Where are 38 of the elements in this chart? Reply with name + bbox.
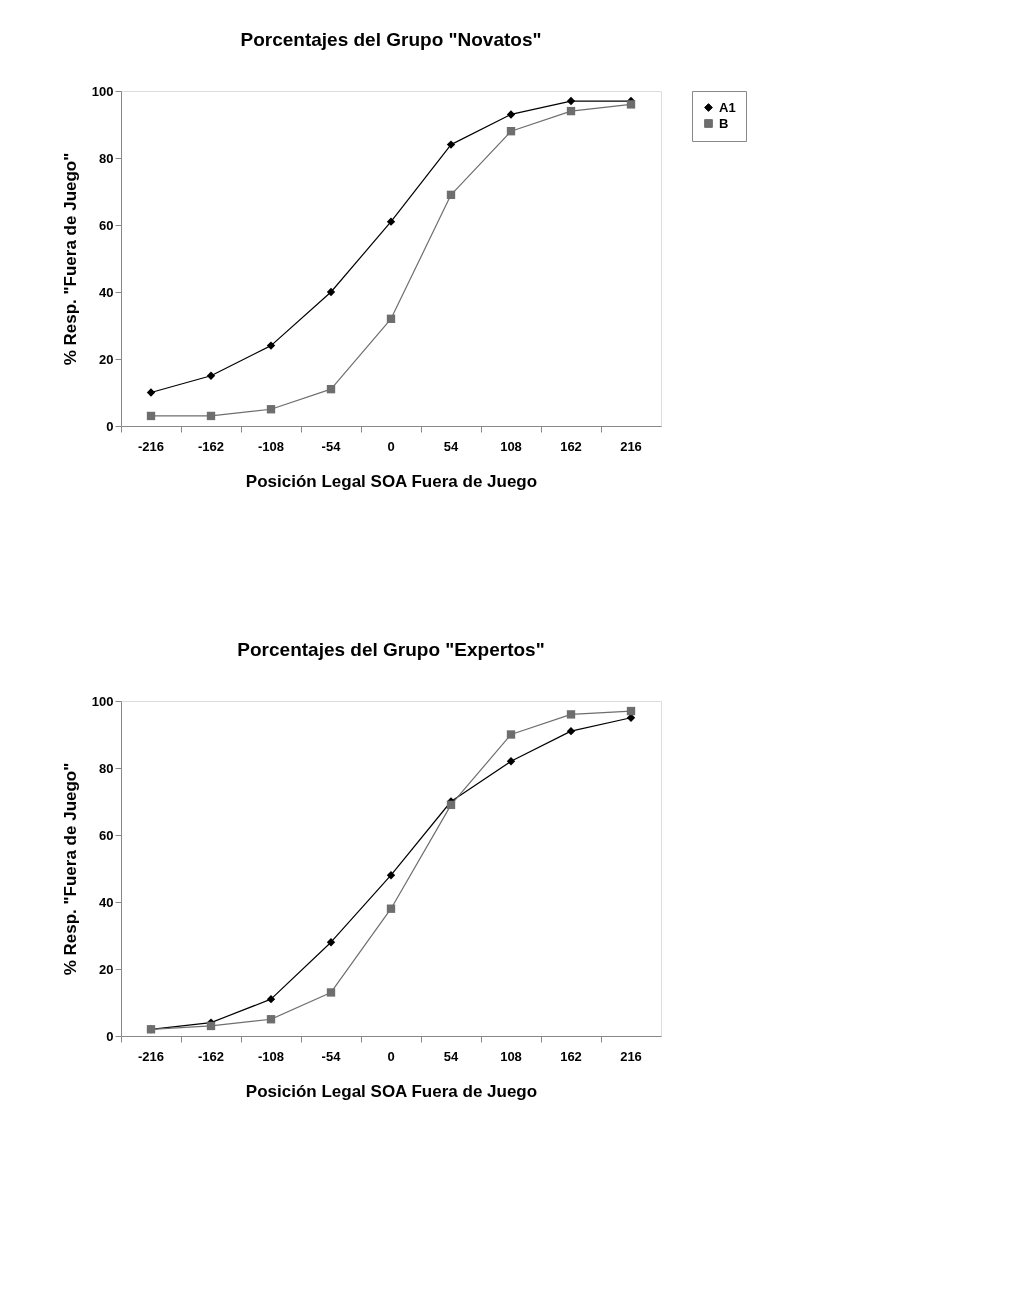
x-tick-label: -162 bbox=[197, 438, 225, 454]
x-axis-title: Posición Legal SOA Fuera de Juego bbox=[245, 471, 538, 491]
y-tick-label: 80 bbox=[99, 150, 114, 166]
x-tick-label: 0 bbox=[387, 438, 395, 454]
y-tick-label: 60 bbox=[99, 827, 114, 843]
y-tick-label: 0 bbox=[106, 418, 114, 434]
legend-label: B bbox=[719, 115, 729, 131]
y-tick-label: 20 bbox=[99, 351, 114, 367]
x-tick-label: 54 bbox=[443, 438, 459, 454]
x-tick-label: 162 bbox=[560, 1048, 582, 1064]
y-tick-label: 40 bbox=[99, 894, 114, 910]
y-axis-title: % Resp. "Fuera de Juego" bbox=[60, 152, 80, 366]
chart-title: Porcentajes del Grupo "Expertos" bbox=[237, 639, 545, 660]
x-tick-label: -54 bbox=[321, 438, 342, 454]
y-tick-label: 80 bbox=[99, 760, 114, 776]
x-tick-label: -108 bbox=[257, 1048, 285, 1064]
y-tick-label: 40 bbox=[99, 284, 114, 300]
x-tick-label: -108 bbox=[257, 438, 285, 454]
x-axis-title: Posición Legal SOA Fuera de Juego bbox=[245, 1081, 538, 1101]
x-tick-label: 54 bbox=[443, 1048, 459, 1064]
x-tick-label: -54 bbox=[321, 1048, 342, 1064]
x-tick-label: 216 bbox=[620, 438, 642, 454]
x-tick-label: 216 bbox=[620, 1048, 642, 1064]
y-tick-label: 0 bbox=[106, 1028, 114, 1044]
x-tick-label: 0 bbox=[387, 1048, 395, 1064]
x-tick-label: 108 bbox=[500, 1048, 522, 1064]
chart-title: Porcentajes del Grupo "Novatos" bbox=[240, 29, 542, 50]
y-axis-title: % Resp. "Fuera de Juego" bbox=[60, 762, 80, 976]
x-tick-label: -162 bbox=[197, 1048, 225, 1064]
x-tick-label: 108 bbox=[500, 438, 522, 454]
x-tick-label: -216 bbox=[137, 438, 165, 454]
y-tick-label: 100 bbox=[91, 693, 114, 709]
x-tick-label: -216 bbox=[137, 1048, 165, 1064]
y-tick-label: 20 bbox=[99, 961, 114, 977]
y-tick-label: 100 bbox=[91, 83, 114, 99]
legend-label: A1 bbox=[719, 99, 736, 115]
x-tick-label: 162 bbox=[560, 438, 582, 454]
y-tick-label: 60 bbox=[99, 217, 114, 233]
